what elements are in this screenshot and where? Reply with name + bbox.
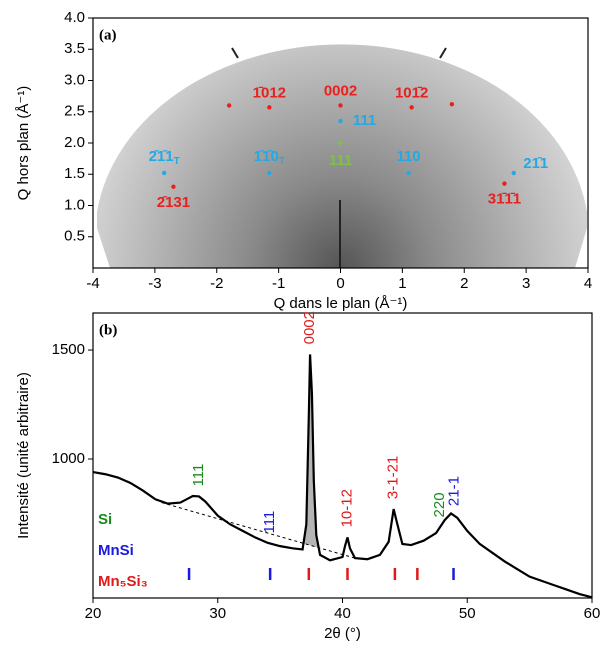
spot	[171, 184, 176, 189]
spot-label: 1̄012	[253, 84, 286, 101]
y-tick-label: 1000	[52, 450, 85, 467]
spot-label: 31̄1̄1	[488, 191, 521, 208]
baseline	[161, 502, 356, 559]
spot-label: 101̄2	[395, 84, 428, 101]
xrd-curve	[92, 354, 593, 599]
y-axis-label: Q hors plan (Å⁻¹)	[15, 86, 32, 201]
x-axis-label: Q dans le plan (Å⁻¹)	[274, 295, 408, 312]
x-tick-label: -1	[272, 275, 285, 292]
y-tick-label: 1500	[52, 341, 85, 358]
x-tick-label: 2	[460, 275, 468, 292]
spot-label: 21̄1	[523, 155, 548, 172]
x-tick-label: 3	[522, 275, 530, 292]
spot	[161, 170, 167, 176]
y-tick-label: 0.5	[64, 228, 85, 245]
spot-label-main: 1̄012	[253, 84, 286, 101]
spot-label: 0002	[324, 82, 357, 99]
peak-label: 0002	[301, 311, 318, 344]
panel-label: (a)	[99, 27, 117, 43]
spot	[226, 103, 232, 108]
streak	[439, 47, 447, 59]
x-tick-label: 50	[459, 605, 476, 622]
spot-label-main: 2̄131	[157, 194, 190, 211]
y-tick-label: 3.5	[64, 40, 85, 57]
peak-label: 111	[261, 511, 278, 534]
spot-label: 110	[396, 148, 420, 165]
spot-label-main: 111	[329, 152, 352, 169]
x-tick-label: 0	[336, 275, 344, 292]
spot	[338, 118, 343, 124]
reference-legend: Si	[98, 511, 112, 528]
spot-label-main: 110	[396, 148, 420, 165]
spot-label-main: 0002	[324, 82, 357, 99]
spot	[267, 170, 272, 176]
peak-label: 111	[190, 464, 207, 487]
reference-legend: Mn₅Si₃	[98, 573, 148, 590]
spot-label: 1̄1̄0T	[254, 148, 285, 167]
peak-label: 3-1-21	[385, 456, 402, 499]
spot-label-main: 21̄1	[523, 155, 548, 172]
x-tick-label: 30	[209, 605, 226, 622]
spot	[409, 105, 414, 110]
spot	[511, 170, 516, 176]
spot	[449, 102, 455, 107]
x-tick-label: -4	[86, 275, 99, 292]
y-tick-label: 1.0	[64, 196, 85, 213]
spot	[338, 140, 343, 146]
peak-label: 21-1	[446, 476, 463, 506]
y-tick-label: 3.0	[64, 71, 85, 88]
spot-label: 111	[353, 112, 376, 129]
spot-label-main: 111	[353, 112, 376, 129]
spot	[267, 105, 272, 110]
x-tick-label: 20	[85, 605, 102, 622]
x-tick-label: -3	[148, 275, 161, 292]
streak	[231, 47, 239, 59]
y-tick-label: 1.5	[64, 165, 85, 182]
x-axis-label: 2θ (°)	[324, 625, 361, 642]
spot-label: 111	[329, 152, 352, 169]
peak-label: 220	[431, 492, 448, 517]
x-tick-label: -2	[210, 275, 223, 292]
x-tick-label: 1	[398, 275, 406, 292]
spot	[502, 181, 507, 186]
intensity-map	[97, 44, 587, 268]
spot	[338, 103, 343, 108]
spot-label-main: 31̄1̄1	[488, 191, 521, 208]
peak-label: 10-12	[338, 489, 355, 527]
y-tick-label: 2.5	[64, 103, 85, 120]
y-axis-label: Intensité (unité arbitraire)	[15, 372, 32, 539]
spot-label-sub: T	[279, 156, 285, 167]
x-tick-label: 4	[584, 275, 592, 292]
spot-label-sub: T	[174, 156, 180, 167]
panel-label: (b)	[99, 322, 117, 338]
spot-label-main: 1̄1̄0	[254, 148, 279, 165]
x-tick-label: 40	[334, 605, 351, 622]
spot-label: 2̄131	[157, 194, 190, 211]
reference-legend: MnSi	[98, 542, 134, 559]
spot-label-main: 2̄1̄1	[149, 148, 174, 165]
spot-label-main: 101̄2	[395, 84, 428, 101]
x-tick-label: 60	[584, 605, 600, 622]
y-tick-label: 4.0	[64, 9, 85, 26]
spot-label: 2̄1̄1T	[149, 148, 180, 167]
spot	[406, 170, 411, 176]
y-tick-label: 2.0	[64, 134, 85, 151]
